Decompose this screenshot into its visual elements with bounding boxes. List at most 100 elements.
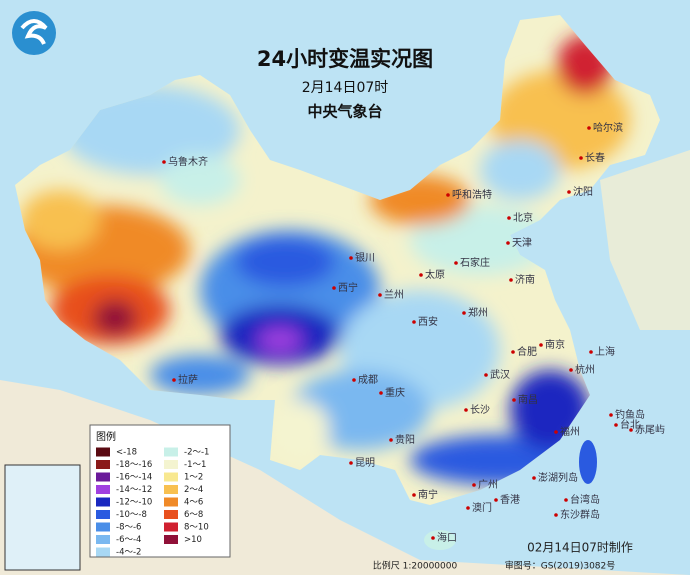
city-dot xyxy=(509,278,513,282)
legend-swatch xyxy=(96,547,110,557)
legend xyxy=(89,424,231,558)
legend-swatch xyxy=(96,522,110,532)
city-dot xyxy=(614,423,618,427)
city-label: 长沙 xyxy=(470,404,490,416)
city-dot xyxy=(512,398,516,402)
title: 24小时变温实况图 xyxy=(257,47,433,71)
city-dot xyxy=(379,391,383,395)
city-dot xyxy=(466,506,470,510)
city-label: 澳门 xyxy=(472,501,492,514)
city-dot xyxy=(378,293,382,297)
legend-swatch xyxy=(164,447,178,457)
city-dot xyxy=(412,320,416,324)
legend-swatch xyxy=(96,497,110,507)
logo xyxy=(12,11,56,55)
city-label: 南宁 xyxy=(418,488,438,501)
legend-swatch xyxy=(164,485,178,494)
city-dot xyxy=(431,536,435,540)
city-label: 哈尔滨 xyxy=(593,121,623,134)
city-label: 台北 xyxy=(620,418,640,431)
city-label: 钓鱼岛 xyxy=(615,408,645,421)
city-label: 银川 xyxy=(355,251,375,264)
legend-label: -8～-6 xyxy=(116,523,141,533)
logo-mark xyxy=(20,19,48,45)
city-dot xyxy=(446,193,450,197)
legend-label: 6～8 xyxy=(184,510,203,520)
org: 中央气象台 xyxy=(307,103,382,121)
city-label: 乌鲁木齐 xyxy=(168,155,208,168)
city-label: 天津 xyxy=(512,237,532,249)
city-label: 南昌 xyxy=(518,393,538,406)
city-dot xyxy=(172,378,176,382)
legend-title: 图例 xyxy=(96,430,116,443)
legend-label: >10 xyxy=(184,535,202,545)
legend-label: -12～-10 xyxy=(116,498,152,508)
city-dot xyxy=(507,216,511,220)
city-label: 沈阳 xyxy=(573,185,593,198)
city-dot xyxy=(464,408,468,412)
korea-japan xyxy=(600,150,690,330)
city-label: 昆明 xyxy=(355,457,375,469)
legend-swatch xyxy=(96,460,110,469)
city-label: 台湾岛 xyxy=(570,493,600,506)
legend-swatch xyxy=(96,447,110,457)
taiwan xyxy=(579,440,597,484)
city-dot xyxy=(389,438,393,442)
city-dot xyxy=(532,476,536,480)
legend-swatch xyxy=(164,497,178,507)
city-dot xyxy=(564,498,568,502)
city-dot xyxy=(419,273,423,277)
city-label: 上海 xyxy=(595,345,615,358)
city-label: 北京 xyxy=(513,211,533,224)
city-dot xyxy=(511,350,515,354)
city-dot xyxy=(484,373,488,377)
city-dot xyxy=(462,311,466,315)
hainan xyxy=(424,530,456,550)
city-dot xyxy=(412,493,416,497)
legend-label: -16～-14 xyxy=(116,473,152,483)
city-label: 南京 xyxy=(545,338,565,351)
city-label: 拉萨 xyxy=(178,373,198,386)
city-dot xyxy=(569,368,573,372)
legend-swatch xyxy=(164,522,178,532)
city-dot xyxy=(506,241,510,245)
legend-swatch xyxy=(96,510,110,519)
legend-label: 8～10 xyxy=(184,523,209,533)
city-label: 石家庄 xyxy=(460,256,490,269)
city-dot xyxy=(332,286,336,290)
city-dot xyxy=(589,350,593,354)
city-dot xyxy=(539,343,543,347)
legend-label: <-18 xyxy=(116,448,137,458)
city-label: 东沙群岛 xyxy=(560,508,600,521)
city-label: 呼和浩特 xyxy=(452,189,492,201)
city-dot xyxy=(567,190,571,194)
city-dot xyxy=(554,513,558,517)
city-label: 贵阳 xyxy=(395,433,415,446)
city-label: 海口 xyxy=(437,531,457,544)
city-label: 成都 xyxy=(358,374,378,386)
city-dot xyxy=(609,413,613,417)
subtitle: 2月14日07时 xyxy=(302,80,389,96)
made-time: 02月14日07时制作 xyxy=(527,541,633,555)
city-label: 福州 xyxy=(560,425,580,438)
city-dot xyxy=(472,483,476,487)
legend-swatch xyxy=(96,535,110,544)
legend-swatch xyxy=(164,510,178,519)
legend-label: -10～-8 xyxy=(116,510,147,520)
city-dot xyxy=(349,256,353,260)
city-label: 兰州 xyxy=(384,288,404,301)
city-dot xyxy=(579,156,583,160)
city-dot xyxy=(352,378,356,382)
approval: 审图号：GS(2019)3082号 xyxy=(505,560,616,572)
legend-label: 1～2 xyxy=(184,473,203,483)
city-label: 郑州 xyxy=(468,306,488,319)
city-label: 西宁 xyxy=(338,281,358,294)
city-label: 西安 xyxy=(418,315,438,328)
legend-label: 4～6 xyxy=(184,498,203,508)
legend-swatch xyxy=(164,460,178,469)
city-label: 重庆 xyxy=(385,386,405,399)
city-dot xyxy=(162,160,166,164)
city-label: 广州 xyxy=(478,479,498,491)
city-dot xyxy=(587,126,591,130)
